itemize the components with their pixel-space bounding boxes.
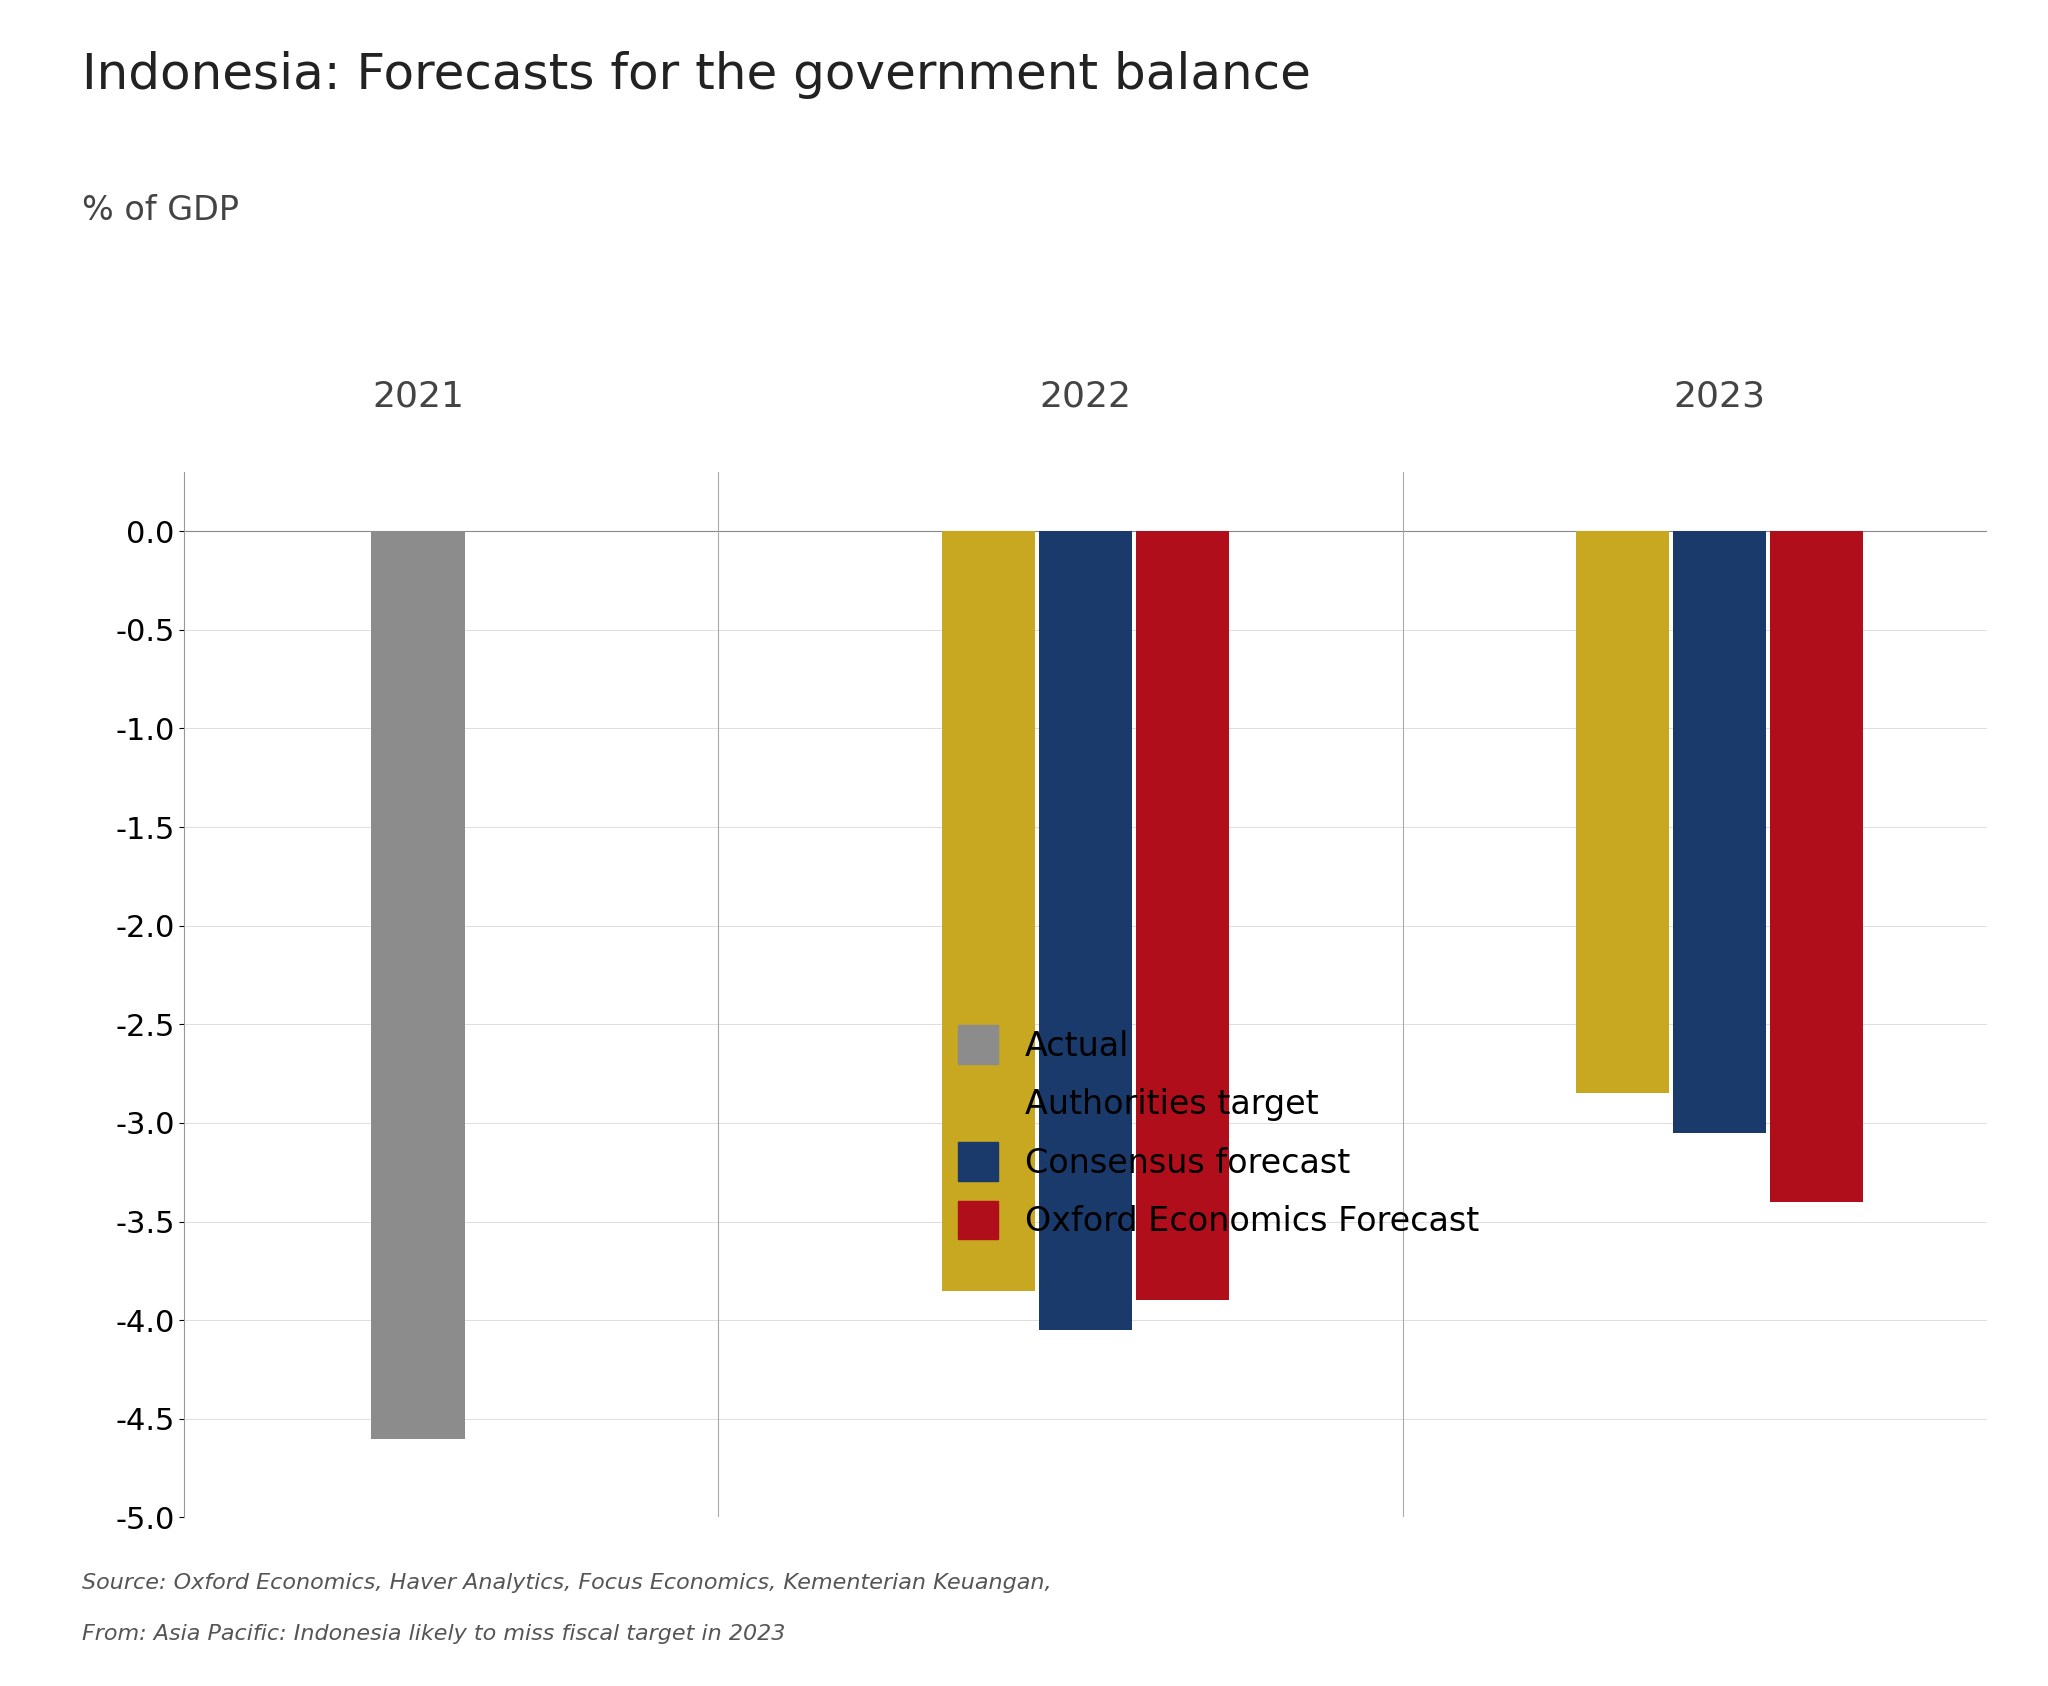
Bar [1038, 531, 1133, 1330]
Text: From: Asia Pacific: Indonesia likely to miss fiscal target in 2023: From: Asia Pacific: Indonesia likely to … [82, 1624, 784, 1644]
Text: Source: Oxford Economics, Haver Analytics, Focus Economics, Kementerian Keuangan: Source: Oxford Economics, Haver Analytic… [82, 1573, 1051, 1593]
Bar [942, 531, 1036, 1290]
Bar [1135, 531, 1229, 1300]
Bar [1769, 531, 1864, 1202]
Bar [1577, 531, 1669, 1093]
Bar [1673, 531, 1765, 1133]
Text: 2022: 2022 [1040, 379, 1130, 413]
Text: Indonesia: Forecasts for the government balance: Indonesia: Forecasts for the government … [82, 51, 1311, 98]
Text: 2021: 2021 [373, 379, 465, 413]
Text: 2023: 2023 [1673, 379, 1765, 413]
Bar [371, 531, 465, 1438]
Legend: Actual, Authorities target, Consensus forecast, Oxford Economics Forecast: Actual, Authorities target, Consensus fo… [958, 1025, 1479, 1239]
Text: % of GDP: % of GDP [82, 194, 240, 228]
